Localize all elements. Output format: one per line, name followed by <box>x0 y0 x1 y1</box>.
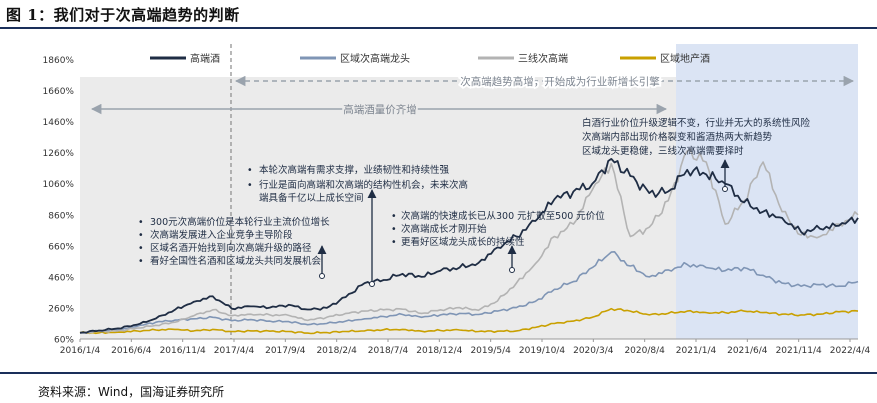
legend-label-4: 区域地产酒 <box>660 52 710 65</box>
x-tick-label: 2017/9/4 <box>265 346 306 356</box>
y-tick-label: 660% <box>48 242 74 252</box>
series-line-3 <box>79 148 859 334</box>
annotation-4: 白酒行业价位升级逻辑不变，行业并无大的系统性风险 次高端内部出现价格裂变和酱酒热… <box>582 117 811 157</box>
x-tick-label: 2021/1/4 <box>676 346 717 356</box>
y-tick-label: 860% <box>48 211 74 221</box>
x-tick-label: 2021/6/4 <box>727 346 768 356</box>
x-tick-label: 2019/10/4 <box>519 346 565 356</box>
right-period-label: 次高端趋势高增，开始成为行业新增长引擎 <box>460 75 660 88</box>
y-tick-label: 460% <box>48 273 74 283</box>
x-tick-label: 2016/1/4 <box>60 346 101 356</box>
x-tick-label: 2016/11/4 <box>160 346 206 356</box>
annotation-3-bullet: • <box>391 211 397 222</box>
shaded-region-blue <box>676 44 858 339</box>
x-tick-label: 2016/6/4 <box>111 346 152 356</box>
annotation-1-bullet: • <box>138 230 144 241</box>
annotation-3-line-1: 次高端的快速成长已从300 元扩散至500 元价位 <box>401 210 605 222</box>
x-tick-label: 2021/11/4 <box>776 346 822 356</box>
annotation-1-line-2: 次高端发展进入企业竞争主导阶段 <box>150 229 293 241</box>
annotation-2: • 本轮次高端有需求支撑，业绩韧性和持续性强 • 行业是面向高端和次高端的结构性… <box>247 164 468 204</box>
annotation-2-bullet: • <box>247 180 253 191</box>
y-tick-label: 1660% <box>43 87 75 97</box>
top-divider <box>0 27 877 29</box>
annotation-1-line-1: 300元次高端价位是本轮行业主流价位增长 <box>150 216 330 228</box>
annotation-1-line-3: 区域名酒开始找到向次高端升级的路径 <box>150 242 312 254</box>
line-chart: 60% 260% 460% 660% 860% 1060% 1260% 1460% 1660% 1… <box>43 44 871 356</box>
annotation-3-bullet: • <box>391 237 397 248</box>
series-line-4 <box>79 307 859 335</box>
annotation-3-line-2: 次高端成长才刚开始 <box>401 223 487 235</box>
annotation-3-bullet: • <box>391 224 397 235</box>
annotation-4-line-2: 次高端内部出现价格裂变和酱酒热两大新趋势 <box>582 131 773 143</box>
callout-marker-4 <box>722 186 728 192</box>
x-tick-label: 2020/8/4 <box>624 346 665 356</box>
x-tick-label: 2022/4/4 <box>830 346 871 356</box>
annotation-1-bullet: • <box>138 256 144 267</box>
legend-label-2: 区域次高端龙头 <box>340 52 410 65</box>
series-line-1 <box>79 158 859 334</box>
bottom-divider <box>0 372 877 374</box>
figure-title: 图 1：我们对于次高端趋势的判断 <box>6 6 240 24</box>
annotation-2-line-3: 端具备千亿以上成长空间 <box>259 192 364 204</box>
annotation-2-line-2: 行业是面向高端和次高端的结构性机会，未来次高 <box>259 179 468 191</box>
y-tick-label: 1060% <box>43 180 75 190</box>
callout-marker-3 <box>509 267 515 273</box>
annotation-4-line-1: 白酒行业价位升级逻辑不变，行业并无大的系统性风险 <box>582 117 811 129</box>
series-line-2 <box>79 251 859 334</box>
annotation-2-bullet: • <box>247 165 253 176</box>
x-tick-label: 2018/7/4 <box>368 346 409 356</box>
callout-marker-1 <box>319 273 325 279</box>
source-note: 资料来源：Wind，国海证券研究所 <box>38 385 225 399</box>
annotation-2-line-1: 本轮次高端有需求支撑，业绩韧性和持续性强 <box>259 164 450 176</box>
annotation-1-bullet: • <box>138 217 144 228</box>
y-tick-label: 1260% <box>43 149 75 159</box>
legend-label-3: 三线次高端 <box>518 52 568 65</box>
callout-marker-2 <box>369 281 375 287</box>
left-period-label: 高端酒量价齐增 <box>343 103 417 116</box>
x-tick-label: 2019/5/4 <box>470 346 511 356</box>
x-tick-label: 2018/2/4 <box>316 346 357 356</box>
legend-label-1: 高端酒 <box>190 52 220 65</box>
annotation-1-line-4: 看好全国性名酒和区域龙头共同发展机会 <box>150 255 322 267</box>
y-tick-label: 60% <box>54 336 74 346</box>
y-tick-label: 1460% <box>43 118 75 128</box>
x-tick-label: 2017/4/4 <box>214 346 255 356</box>
x-tick-label: 2020/3/4 <box>573 346 614 356</box>
annotation-3: • 次高端的快速成长已从300 元扩散至500 元价位 • 次高端成长才刚开始 … <box>391 210 605 248</box>
y-tick-label: 1860% <box>43 56 75 66</box>
x-tick-label: 2018/12/4 <box>416 346 462 356</box>
annotation-4-line-3: 区域龙头更稳健，三线次高端需要择时 <box>582 145 744 157</box>
y-tick-label: 260% <box>48 304 74 314</box>
annotation-1: • 300元次高端价位是本轮行业主流价位增长 • 次高端发展进入企业竞争主导阶段… <box>138 216 330 267</box>
annotation-1-bullet: • <box>138 243 144 254</box>
annotation-3-line-3: 更看好区域龙头成长的持续性 <box>401 236 525 248</box>
legend: 高端酒 区域次高端龙头 三线次高端 区域地产酒 <box>150 52 710 65</box>
shaded-region-gray <box>80 77 676 339</box>
